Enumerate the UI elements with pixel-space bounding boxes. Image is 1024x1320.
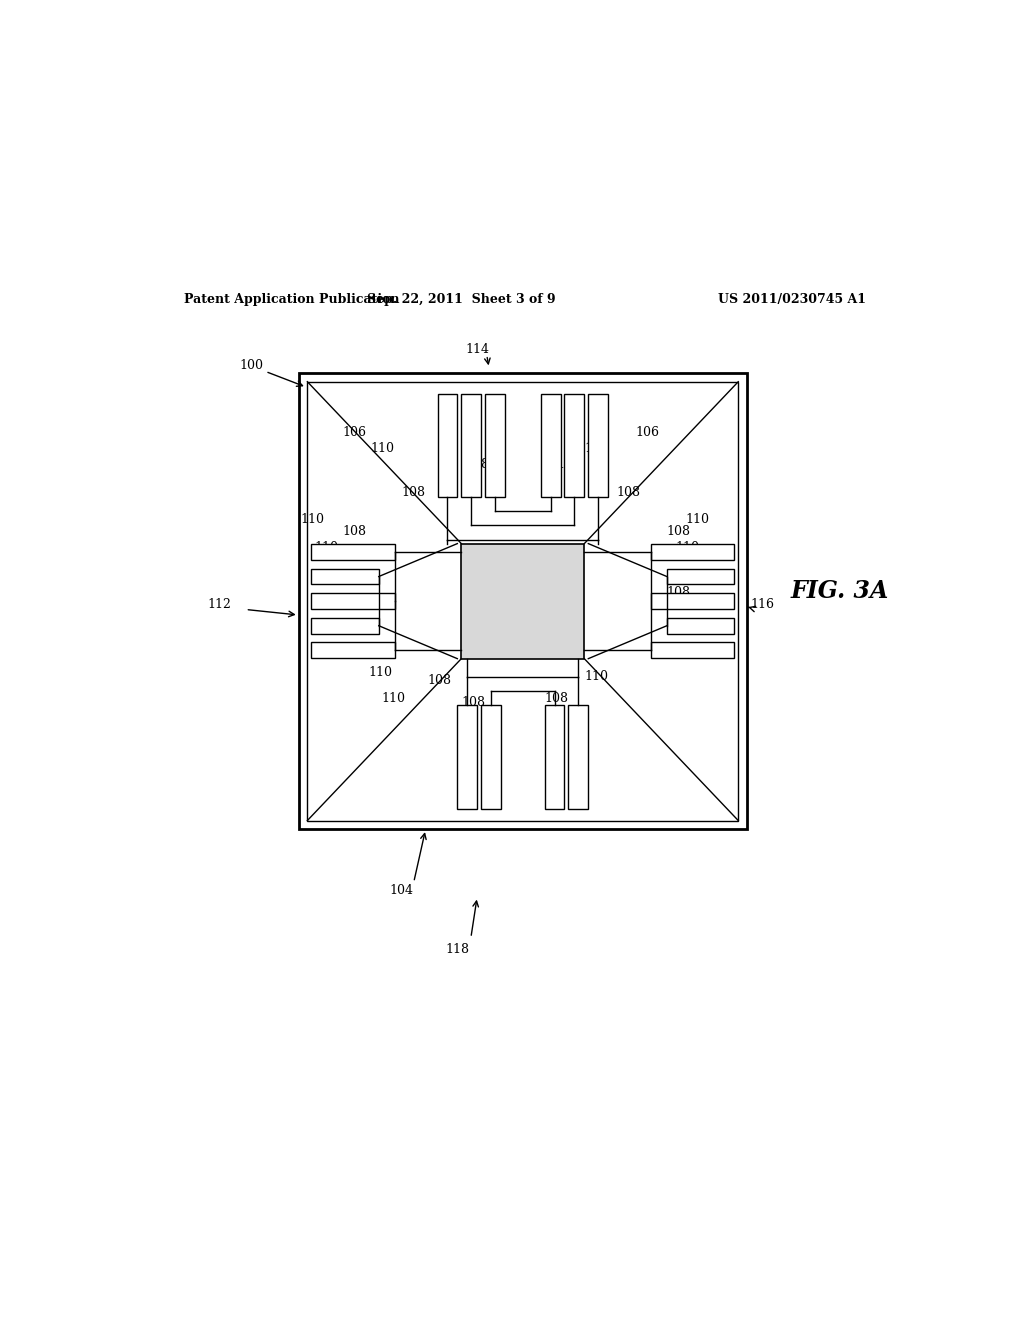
Text: 110: 110 (369, 665, 392, 678)
Bar (461, 393, 481, 496)
Text: 108: 108 (428, 675, 452, 688)
Bar (545, 705, 564, 809)
Text: 116: 116 (751, 598, 775, 611)
Text: 112: 112 (207, 598, 231, 611)
Text: FIG. 3A: FIG. 3A (791, 579, 889, 603)
Text: 110: 110 (300, 513, 325, 527)
Bar (307, 381, 738, 821)
Bar (311, 593, 394, 609)
Text: 108: 108 (461, 696, 485, 709)
Text: 106: 106 (342, 426, 367, 440)
Bar (588, 393, 608, 496)
Text: 110: 110 (370, 442, 394, 455)
Text: 108: 108 (666, 586, 690, 599)
Bar (667, 618, 734, 634)
Text: Sep. 22, 2011  Sheet 3 of 9: Sep. 22, 2011 Sheet 3 of 9 (367, 293, 556, 306)
Text: 110: 110 (585, 671, 608, 684)
Text: Patent Application Publication: Patent Application Publication (183, 293, 399, 306)
Text: 108: 108 (545, 692, 568, 705)
Text: 102: 102 (511, 602, 536, 615)
Text: 100: 100 (239, 359, 263, 371)
Bar (481, 705, 501, 809)
Text: 110: 110 (585, 442, 608, 455)
Text: 106: 106 (342, 545, 367, 558)
Text: 110: 110 (686, 513, 710, 527)
Bar (458, 705, 477, 809)
Text: 108: 108 (616, 486, 640, 499)
Bar (461, 544, 585, 659)
Bar (437, 393, 458, 496)
Bar (568, 705, 588, 809)
Bar (564, 393, 585, 496)
Bar (485, 393, 505, 496)
Bar (667, 569, 734, 585)
Bar (299, 374, 748, 829)
Bar (651, 593, 734, 609)
Text: 110: 110 (382, 692, 406, 705)
Text: US 2011/0230745 A1: US 2011/0230745 A1 (718, 293, 866, 306)
Text: 104: 104 (390, 884, 414, 896)
Bar (541, 393, 560, 496)
Text: 108: 108 (401, 486, 426, 499)
Text: 110: 110 (676, 541, 699, 554)
Bar (311, 544, 394, 560)
Text: 118: 118 (445, 944, 469, 957)
Text: 114: 114 (465, 343, 489, 355)
Text: 108: 108 (666, 525, 690, 539)
Bar (651, 544, 734, 560)
Text: 106: 106 (636, 426, 659, 440)
Text: 108: 108 (465, 458, 489, 471)
Text: 110: 110 (314, 541, 338, 554)
Text: 106: 106 (654, 545, 678, 558)
Bar (311, 569, 379, 585)
Text: 108: 108 (556, 458, 581, 471)
Bar (311, 643, 394, 659)
Bar (311, 618, 379, 634)
Text: 108: 108 (342, 525, 367, 539)
Bar (651, 643, 734, 659)
